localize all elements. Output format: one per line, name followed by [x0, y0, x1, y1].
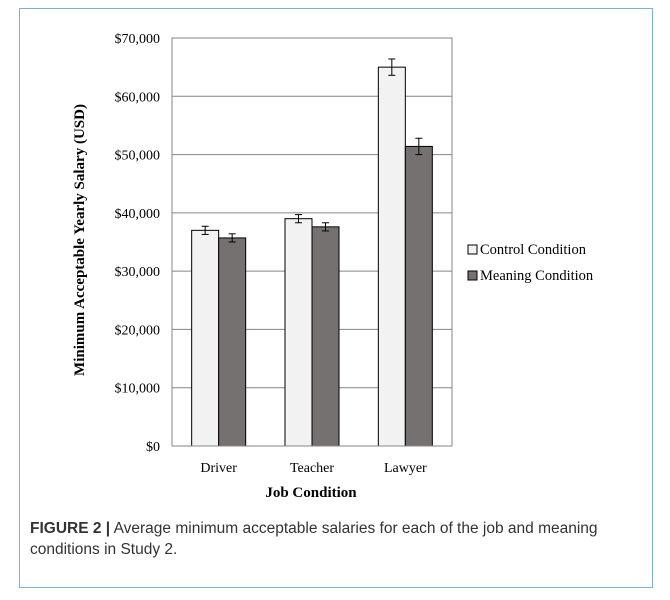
x-tick-label: Lawyer [384, 461, 427, 476]
legend-item: Meaning Condition [467, 268, 594, 284]
figure-caption: FIGURE 2 | Average minimum acceptable sa… [30, 518, 640, 560]
error-bar [322, 222, 329, 232]
x-tick-labels: Driver Teacher Lawyer [200, 461, 427, 476]
x-axis-label: Job Condition [265, 485, 357, 501]
x-tick-label: Driver [200, 461, 237, 476]
error-bar [201, 225, 209, 235]
y-tick-label: $30,000 [115, 265, 161, 280]
y-axis-label: Minimum Acceptable Yearly Salary (USD) [72, 104, 88, 376]
legend-label: Meaning Condition [480, 268, 594, 284]
error-bar [388, 58, 396, 76]
legend-swatch [467, 244, 478, 255]
legend-item: Control Condition [467, 242, 587, 258]
y-tick-label: $10,000 [115, 382, 161, 397]
bars [191, 66, 433, 447]
y-tick-label: $0 [146, 440, 160, 455]
bar-control-condition [191, 229, 220, 447]
bar-meaning-condition [404, 145, 433, 447]
bar-meaning-condition [311, 226, 340, 447]
bar-control-condition [284, 218, 313, 447]
legend-swatch [467, 270, 478, 281]
y-tick-label: $40,000 [115, 207, 161, 222]
error-bar [415, 137, 423, 156]
y-tick-label: $60,000 [115, 90, 161, 105]
error-bars [201, 58, 423, 243]
plot-border [171, 37, 453, 447]
y-tick-label: $50,000 [115, 149, 161, 164]
y-tick-labels: $0 $10,000 $20,000 $30,000 $40,000 $50,000 $60… [115, 32, 161, 455]
caption-text: Average minimum acceptable salaries for … [30, 520, 598, 558]
legend-label: Control Condition [480, 242, 587, 258]
figure-label: FIGURE 2 | [30, 520, 111, 537]
y-tick-label: $20,000 [115, 323, 161, 338]
bar-meaning-condition [218, 237, 247, 447]
error-bar [228, 233, 236, 243]
legend: Control Condition Meaning Condition [467, 242, 594, 284]
error-bar [295, 214, 302, 224]
bar-control-condition [377, 66, 406, 447]
x-tick-label: Teacher [290, 461, 334, 476]
bar-chart: $0 $10,000 $20,000 $30,000 $40,000 $50,000 $60… [72, 32, 594, 501]
y-tick-label: $70,000 [115, 32, 161, 47]
